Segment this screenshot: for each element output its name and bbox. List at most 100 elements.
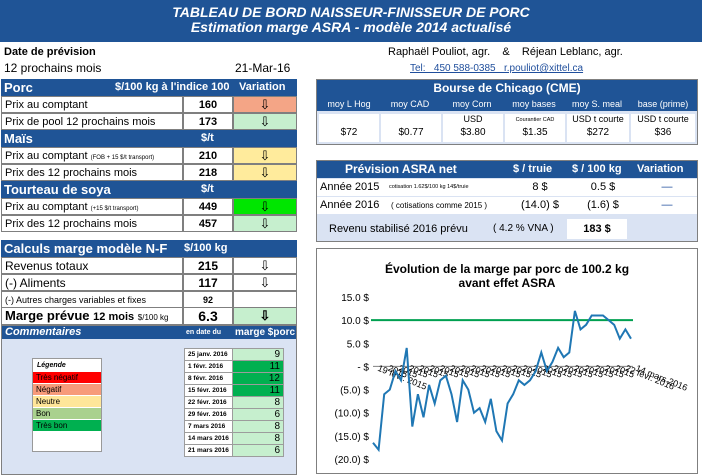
series-line — [372, 310, 632, 453]
y-tick-label: (15.0) $ — [335, 432, 370, 443]
calculs-unit: $/100 kg — [184, 242, 228, 254]
col-variation: Variation — [637, 163, 684, 175]
col-truie: $ / truie — [513, 163, 553, 175]
calculs-header: Calculs marge modèle N-F $/100 kg — [1, 240, 297, 257]
porc-variation-label: Variation — [239, 81, 286, 93]
down-arrow-icon: ⇩ — [233, 274, 297, 291]
col-bases: moy bases — [512, 99, 556, 109]
history-date: 7 mars 2016 — [184, 420, 233, 433]
history-row: 22 févr. 2016 8 — [184, 396, 284, 409]
history-value: 6 — [232, 444, 284, 457]
down-arrow-icon: ⇩ — [233, 96, 297, 113]
bourse-title: Bourse de Chicago (CME) — [317, 80, 697, 97]
row-note: cotisation 1.62$/100 kg 14$/truie — [389, 184, 469, 190]
asra-truie-value: (14.0) $ — [521, 199, 559, 211]
row-note: (+15 $/t transport) — [90, 206, 139, 212]
row-label: Prix des 12 prochains mois — [1, 164, 183, 181]
history-date: 25 janv. 2016 — [184, 348, 233, 361]
y-tick-label: (5.0) $ — [340, 386, 369, 397]
col-corn: moy Corn — [452, 99, 492, 109]
row-value: 117 — [183, 274, 233, 291]
y-tick-label: (10.0) $ — [335, 409, 370, 420]
asra-title: Prévision ASRA net — [345, 162, 457, 176]
row-value: 160 — [183, 96, 233, 113]
legend-item-negatif: Négatif — [33, 384, 101, 396]
down-arrow-icon: ⇩ — [233, 257, 297, 274]
row-label: Année 2016 — [320, 199, 380, 211]
down-arrow-icon: ⇩ — [233, 147, 297, 164]
bourse-col-headers: moy L Hog moy CAD moy Corn moy bases moy… — [317, 97, 697, 111]
history-row: 1 févr. 2016 11 — [184, 360, 284, 373]
tourteau-row-12mois: Prix des 12 prochains mois 457 ⇩ — [1, 215, 297, 232]
banner-title: TABLEAU DE BORD NAISSEUR-FINISSEUR DE PO… — [172, 4, 530, 20]
marge-period: 12 mois — [93, 311, 135, 323]
history-date: 29 févr. 2016 — [184, 408, 233, 421]
col-cad: moy CAD — [390, 99, 430, 109]
row-label: (-) Aliments — [1, 274, 183, 291]
history-date: 14 mars 2016 — [184, 432, 233, 445]
calc-row-revenus: Revenus totaux 215 ⇩ — [1, 257, 297, 274]
history-date: 8 févr. 2016 — [184, 372, 233, 385]
mais-row-12mois: Prix des 12 prochains mois 218 ⇩ — [1, 164, 297, 181]
bourse-cell-bases: Courantier CAD $1.35 — [505, 114, 565, 142]
row-value: 215 — [183, 257, 233, 274]
margin-chart: Évolution de la marge par porc de 100.2 … — [335, 261, 690, 466]
tourteau-row-comptant: Prix au comptant (+15 $/t transport) 449… — [1, 198, 297, 215]
chart-panel: Évolution de la marge par porc de 100.2 … — [316, 248, 698, 474]
commentaires-header: Commentaires en date du marge $porc — [2, 326, 296, 339]
row-label: (-) Autres charges variables et fixes — [1, 291, 183, 308]
down-arrow-icon: ⇩ — [233, 164, 297, 181]
contact-link[interactable]: Tel: 450 588-0385 r.pouliot@xittel.ca — [410, 63, 584, 74]
unit-label: USD t courte — [637, 114, 689, 124]
bourse-cell-lhog: $72 — [319, 114, 379, 142]
value: $272 — [586, 127, 610, 138]
value: $0.77 — [398, 127, 424, 138]
asra-header: Prévision ASRA net $ / truie $ / 100 kg … — [317, 161, 697, 178]
y-tick-label: 15.0 $ — [341, 293, 369, 304]
row-value: 449 — [183, 198, 233, 215]
porc-row-pool: Prix de pool 12 prochains mois 173 ⇩ — [1, 113, 297, 130]
row-label: Année 2015 — [320, 181, 380, 193]
calculs-title: Calculs marge modèle N-F — [4, 241, 168, 256]
calculs-panel: Calculs marge modèle N-F $/100 kg Revenu… — [1, 240, 297, 325]
history-row: 21 mars 2016 6 — [184, 444, 284, 457]
row-value: 210 — [183, 147, 233, 164]
bourse-cell-cad: $0.77 — [381, 114, 441, 142]
porc-unit: $/100 kg à l'indice 100 — [115, 81, 230, 93]
asra-panel: Prévision ASRA net $ / truie $ / 100 kg … — [316, 160, 698, 242]
history-row: 25 janv. 2016 9 — [184, 348, 284, 361]
history-date: 21 mars 2016 — [184, 444, 233, 457]
legend-box: Légende Très négatif Négatif Neutre Bon … — [32, 358, 102, 452]
history-date: 22 févr. 2016 — [184, 396, 233, 409]
asra-truie-value: 8 $ — [532, 181, 548, 193]
tourteau-header: Tourteau de soya $/t — [1, 181, 297, 198]
chart-title-line2: avant effet ASRA — [459, 276, 556, 290]
unit-label — [319, 114, 379, 127]
unit-label — [381, 114, 441, 127]
history-row: 14 mars 2016 8 — [184, 432, 284, 445]
prices-panel: Porc $/100 kg à l'indice 100 Variation P… — [1, 79, 297, 232]
history-value: 11 — [232, 384, 284, 397]
unit-label: USD — [463, 114, 483, 124]
history-value: 8 — [232, 396, 284, 409]
down-arrow-icon: ⇩ — [233, 215, 297, 232]
forecast-date: 21-Mar-16 — [235, 61, 291, 75]
asra-row-2016: Année 2016 ( cotisations comme 2015 ) (1… — [317, 197, 697, 214]
bourse-cell-smeal: USD t courte $272 — [567, 114, 629, 142]
down-arrow-icon: ⇩ — [233, 198, 297, 215]
row-value: 218 — [183, 164, 233, 181]
legend-item-tres-negatif: Très négatif — [33, 372, 101, 384]
col-lhog: moy L Hog — [327, 99, 371, 109]
commentaires-title: Commentaires — [5, 326, 82, 338]
calc-row-aliments: (-) Aliments 117 ⇩ — [1, 274, 297, 291]
history-value: 11 — [232, 360, 284, 373]
y-tick-label: (20.0) $ — [335, 455, 370, 466]
row-label-text: Prix au comptant — [5, 150, 88, 162]
history-value: 9 — [232, 348, 284, 361]
down-arrow-icon: ⇩ — [233, 113, 297, 130]
mais-unit: $/t — [201, 132, 214, 144]
variation-dash: — — [661, 199, 673, 211]
asra-row-2015: Année 2015 cotisation 1.62$/100 kg 14$/t… — [317, 179, 697, 196]
row-label-text: Prix au comptant — [5, 201, 88, 213]
value: $3.80 — [460, 127, 486, 138]
